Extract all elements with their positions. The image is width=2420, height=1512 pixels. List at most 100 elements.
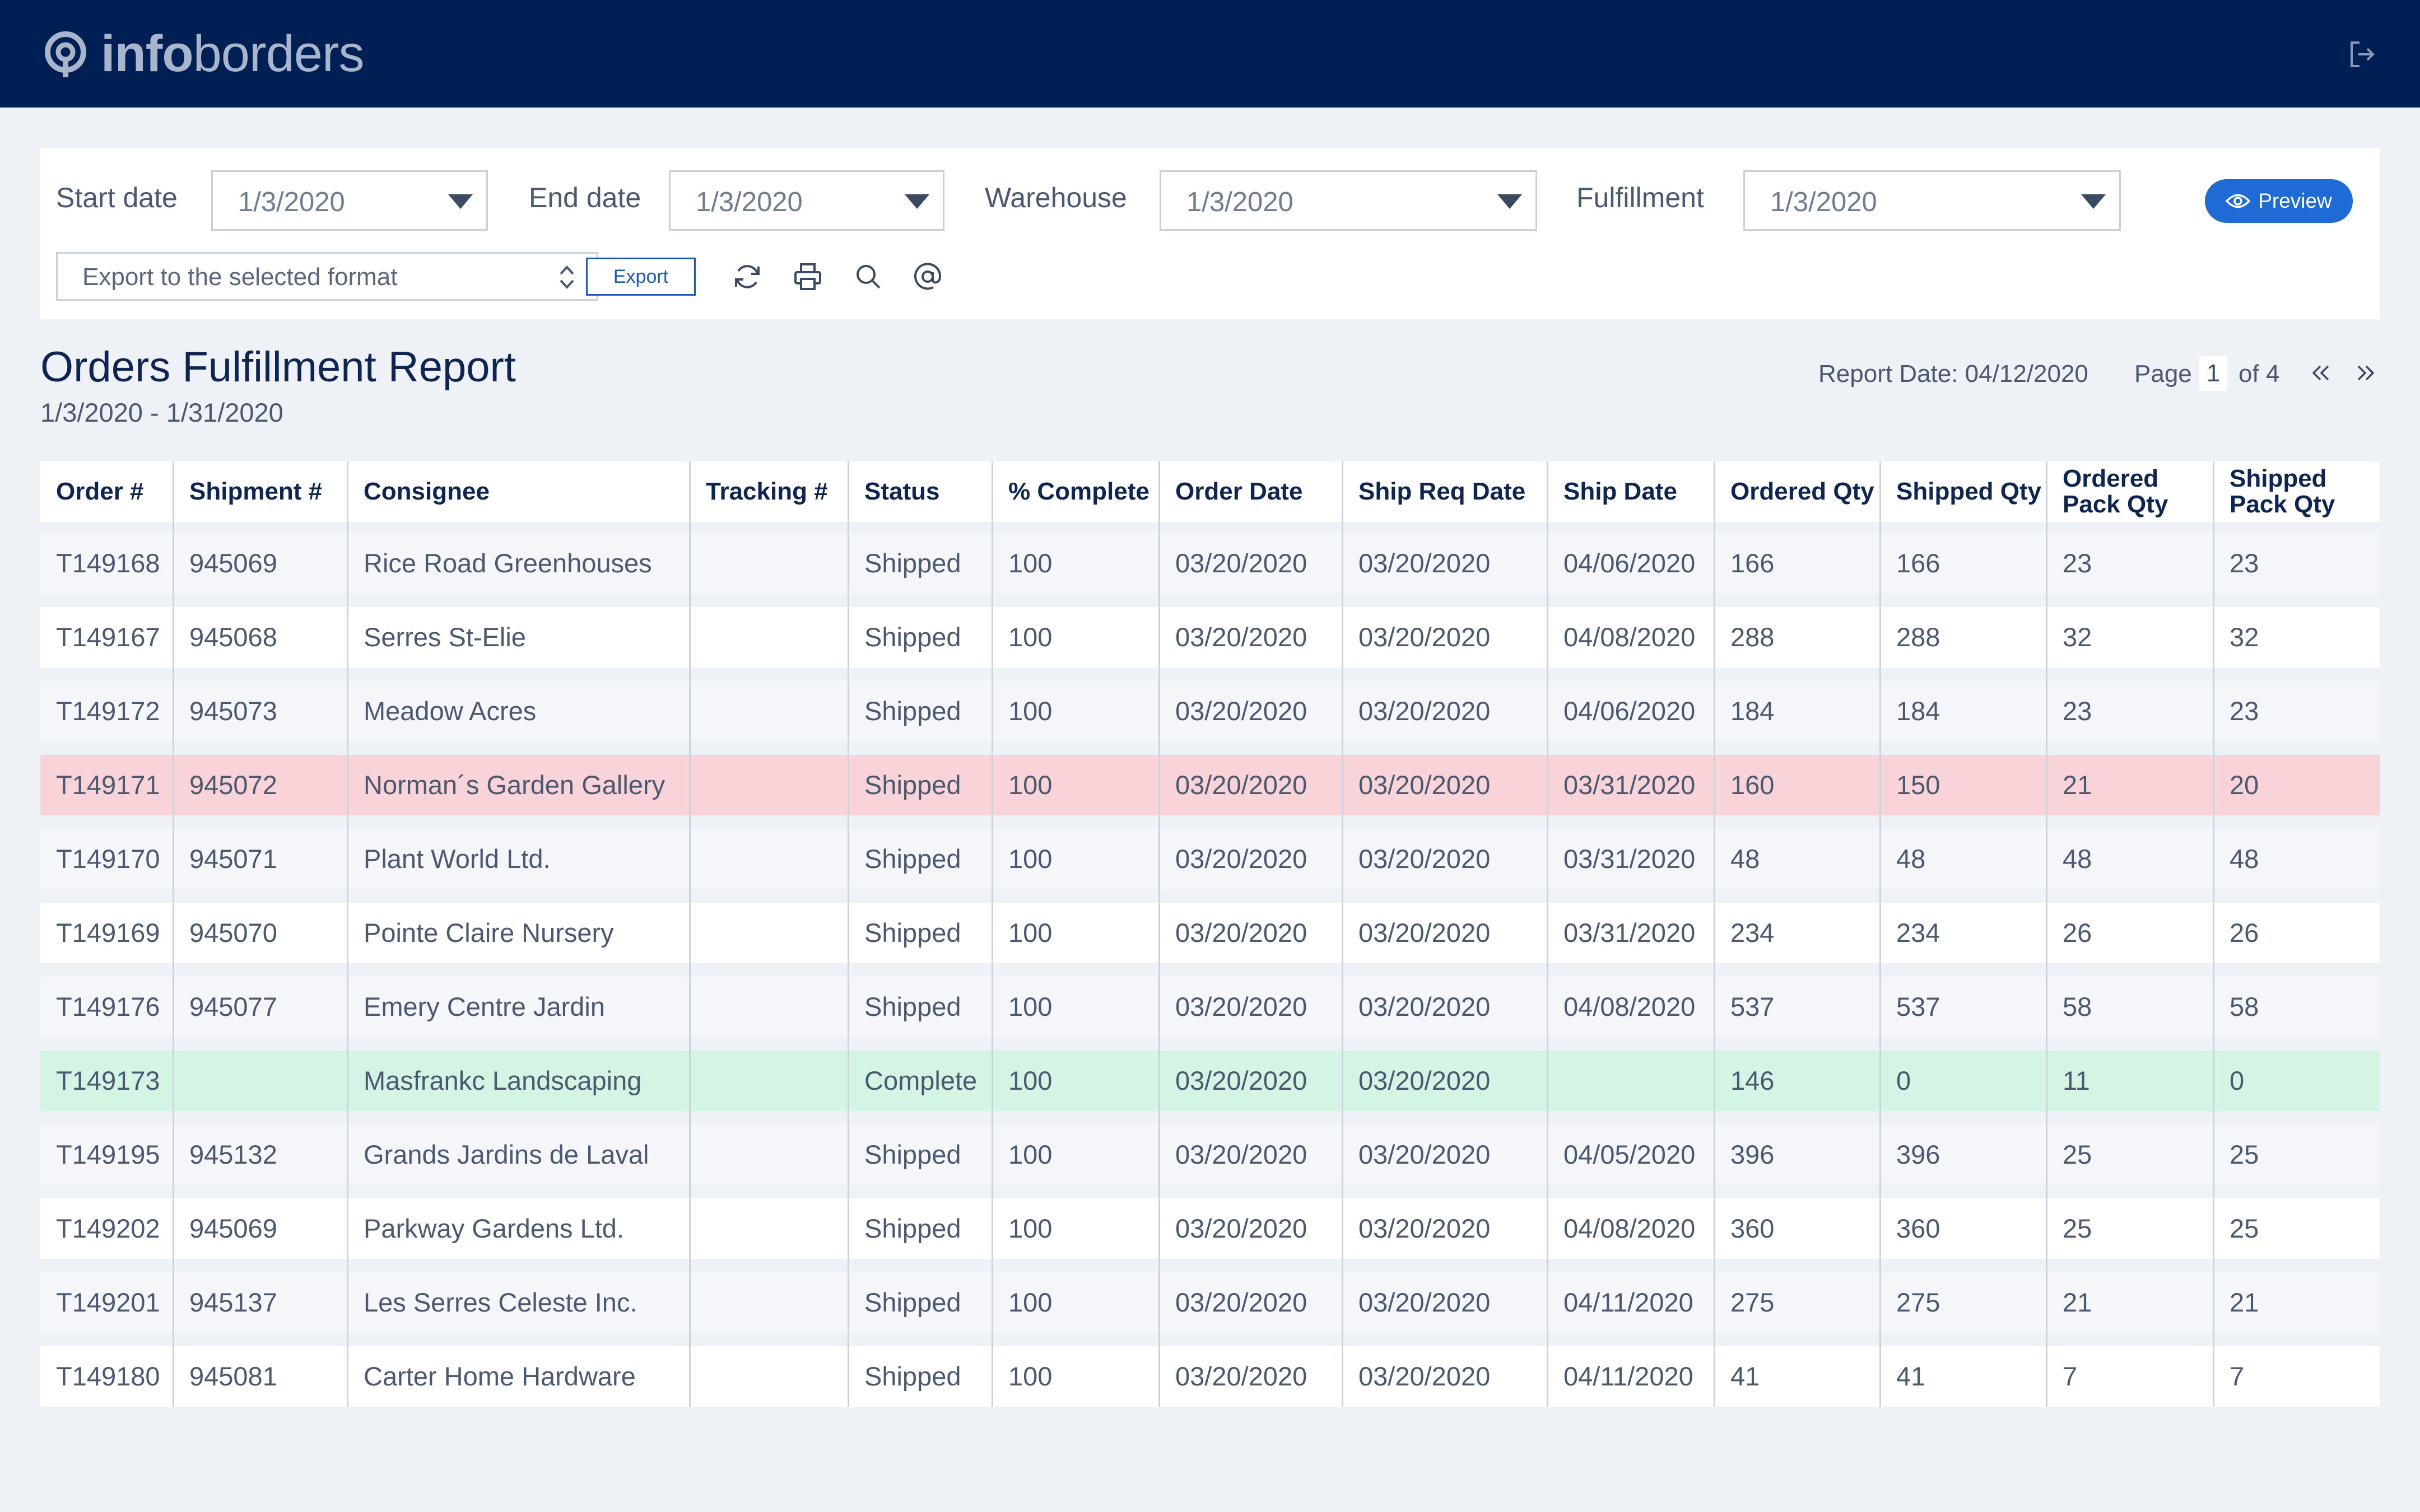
infoborders-logo[interactable]: infoborders — [40, 27, 365, 81]
cell-order: T149202 — [56, 1214, 160, 1243]
cell-status: Shipped — [864, 1287, 961, 1317]
column-header-ordered-qty[interactable]: Ordered Qty — [1730, 478, 1874, 505]
table-row[interactable]: T149202 945069 Parkway Gardens Ltd. Shipped… — [40, 1198, 2380, 1259]
column-header-consignee[interactable]: Consignee — [364, 478, 490, 505]
cell-shipped-pack-qty: 21 — [2230, 1287, 2259, 1317]
table-row[interactable]: T149180 945081 Carter Home Hardware Shipped… — [40, 1346, 2380, 1407]
column-divider — [347, 461, 348, 1407]
previous-page-icon[interactable] — [2307, 358, 2336, 388]
chevron-down-icon — [448, 194, 473, 209]
column-header-ordered-pack-qty[interactable]: Ordered Pack Qty — [2063, 465, 2168, 518]
cell-ship-req-date: 03/20/2020 — [1358, 1287, 1491, 1317]
cell-tracking — [690, 1272, 849, 1333]
column-divider — [1158, 461, 1160, 1407]
cell-shipped-qty: 41 — [1896, 1361, 1926, 1391]
table-row[interactable]: T149168 945069 Rice Road Greenhouses Shippe… — [40, 533, 2380, 594]
column-header-order[interactable]: Order # — [56, 478, 144, 505]
cell-order-date: 03/20/2020 — [1175, 770, 1307, 800]
column-divider — [1547, 461, 1548, 1407]
export-format-value: Export to the selected format — [82, 263, 398, 291]
cell-ship-date: 04/11/2020 — [1563, 1361, 1693, 1391]
end-date-select[interactable]: 1/3/2020 — [669, 170, 944, 231]
cell-consignee: Les Serres Celeste Inc. — [364, 1287, 637, 1317]
table-row[interactable]: T149171 945072 Norman´s Garden Gallery Ship… — [40, 755, 2380, 815]
export-button[interactable]: Export — [586, 258, 696, 296]
column-header-status[interactable]: Status — [864, 478, 940, 505]
cell-ordered-qty: 288 — [1730, 622, 1775, 652]
cell-ship-date: 03/31/2020 — [1563, 918, 1696, 948]
cell-order-date: 03/20/2020 — [1175, 1287, 1307, 1317]
logout-icon[interactable] — [2347, 39, 2377, 69]
refresh-icon[interactable] — [732, 261, 763, 292]
cell-status: Shipped — [864, 844, 961, 874]
cell-ordered-pack-qty: 23 — [2063, 696, 2092, 726]
cell-order-date: 03/20/2020 — [1175, 1361, 1307, 1391]
cell-ordered-pack-qty: 21 — [2063, 1287, 2092, 1317]
cell-order: T149173 — [56, 1066, 160, 1095]
cell-consignee: Pointe Claire Nursery — [364, 918, 614, 948]
cell-ordered-qty: 360 — [1730, 1214, 1775, 1243]
cell-shipped-qty: 184 — [1896, 696, 1940, 726]
cell-ship-req-date: 03/20/2020 — [1358, 918, 1491, 948]
column-divider — [173, 461, 174, 1407]
cell-consignee: Grands Jardins de Laval — [364, 1140, 649, 1169]
cell-status: Shipped — [864, 622, 961, 652]
table-row[interactable]: T149167 945068 Serres St-Elie Shipped 100 03/… — [40, 607, 2380, 668]
cell-consignee: Carter Home Hardware — [364, 1361, 636, 1391]
table-row[interactable]: T149172 945073 Meadow Acres Shipped 100 03/20… — [40, 681, 2380, 741]
table-row[interactable]: T149169 945070 Pointe Claire Nursery Shippe… — [40, 903, 2380, 963]
search-icon[interactable] — [853, 261, 884, 292]
column-header-shipped-pack-qty[interactable]: Shipped Pack Qty — [2230, 465, 2335, 518]
logo-pin-icon — [45, 31, 86, 77]
table-row[interactable]: T149176 945077 Emery Centre Jardin Shipped 1… — [40, 977, 2380, 1037]
cell-ship-date: 04/06/2020 — [1563, 696, 1696, 726]
export-format-select[interactable]: Export to the selected format — [56, 252, 598, 301]
cell-ordered-pack-qty: 58 — [2063, 992, 2092, 1021]
cell-ship-date: 03/31/2020 — [1563, 844, 1696, 874]
report-title: Orders Fulfillment Report — [40, 343, 516, 391]
warehouse-select[interactable]: 1/3/2020 — [1160, 170, 1537, 231]
cell-ordered-pack-qty: 25 — [2063, 1140, 2092, 1169]
cell-shipment: 945069 — [189, 1214, 277, 1243]
column-header-ship-date[interactable]: Ship Date — [1563, 478, 1677, 505]
cell-complete: 100 — [1008, 1287, 1053, 1317]
cell-ordered-qty: 146 — [1730, 1066, 1775, 1095]
cell-ship-req-date: 03/20/2020 — [1358, 548, 1491, 578]
cell-shipped-qty: 166 — [1896, 548, 1940, 578]
cell-complete: 100 — [1008, 696, 1053, 726]
column-header-shipment[interactable]: Shipment # — [189, 478, 323, 505]
cell-tracking — [690, 533, 849, 594]
column-header-order-date[interactable]: Order Date — [1175, 478, 1303, 505]
column-header-shipped-qty[interactable]: Shipped Qty — [1896, 478, 2042, 505]
cell-order: T149169 — [56, 918, 160, 948]
table-row[interactable]: T149170 945071 Plant World Ltd. Shipped 100 0… — [40, 829, 2380, 889]
table-row[interactable]: T149195 945132 Grands Jardins de Laval Ship… — [40, 1124, 2380, 1185]
cell-complete: 100 — [1008, 1066, 1053, 1095]
email-icon[interactable] — [912, 261, 943, 292]
cell-order: T149170 — [56, 844, 160, 874]
fulfillment-select[interactable]: 1/3/2020 — [1743, 170, 2121, 231]
cell-ship-req-date: 03/20/2020 — [1358, 844, 1491, 874]
next-page-icon[interactable] — [2351, 358, 2380, 388]
cell-shipped-pack-qty: 26 — [2230, 918, 2259, 948]
export-label: Export — [613, 265, 669, 287]
start-date-select[interactable]: 1/3/2020 — [211, 170, 488, 231]
print-icon[interactable] — [792, 261, 823, 292]
cell-ship-date: 04/06/2020 — [1563, 548, 1696, 578]
end-date-value: 1/3/2020 — [696, 187, 803, 217]
table-row[interactable]: T149173 Masfrankc Landscaping Complete 100 0… — [40, 1051, 2380, 1111]
cell-shipment: 945132 — [189, 1140, 277, 1169]
cell-ordered-qty: 396 — [1730, 1140, 1775, 1169]
cell-complete: 100 — [1008, 1361, 1053, 1391]
table-row[interactable]: T149201 945137 Les Serres Celeste Inc. Ship… — [40, 1272, 2380, 1333]
preview-button[interactable]: Preview — [2205, 179, 2353, 223]
column-header-ship-req-date[interactable]: Ship Req Date — [1358, 478, 1526, 505]
column-divider — [2213, 461, 2214, 1407]
column-header-tracking[interactable]: Tracking # — [706, 478, 828, 505]
cell-ordered-qty: 184 — [1730, 696, 1775, 726]
chevron-down-icon — [1497, 194, 1522, 209]
page-number-input[interactable]: 1 — [2199, 356, 2227, 391]
cell-tracking — [690, 1124, 849, 1185]
cell-order: T149172 — [56, 696, 160, 726]
column-header-complete[interactable]: % Complete — [1008, 478, 1150, 505]
